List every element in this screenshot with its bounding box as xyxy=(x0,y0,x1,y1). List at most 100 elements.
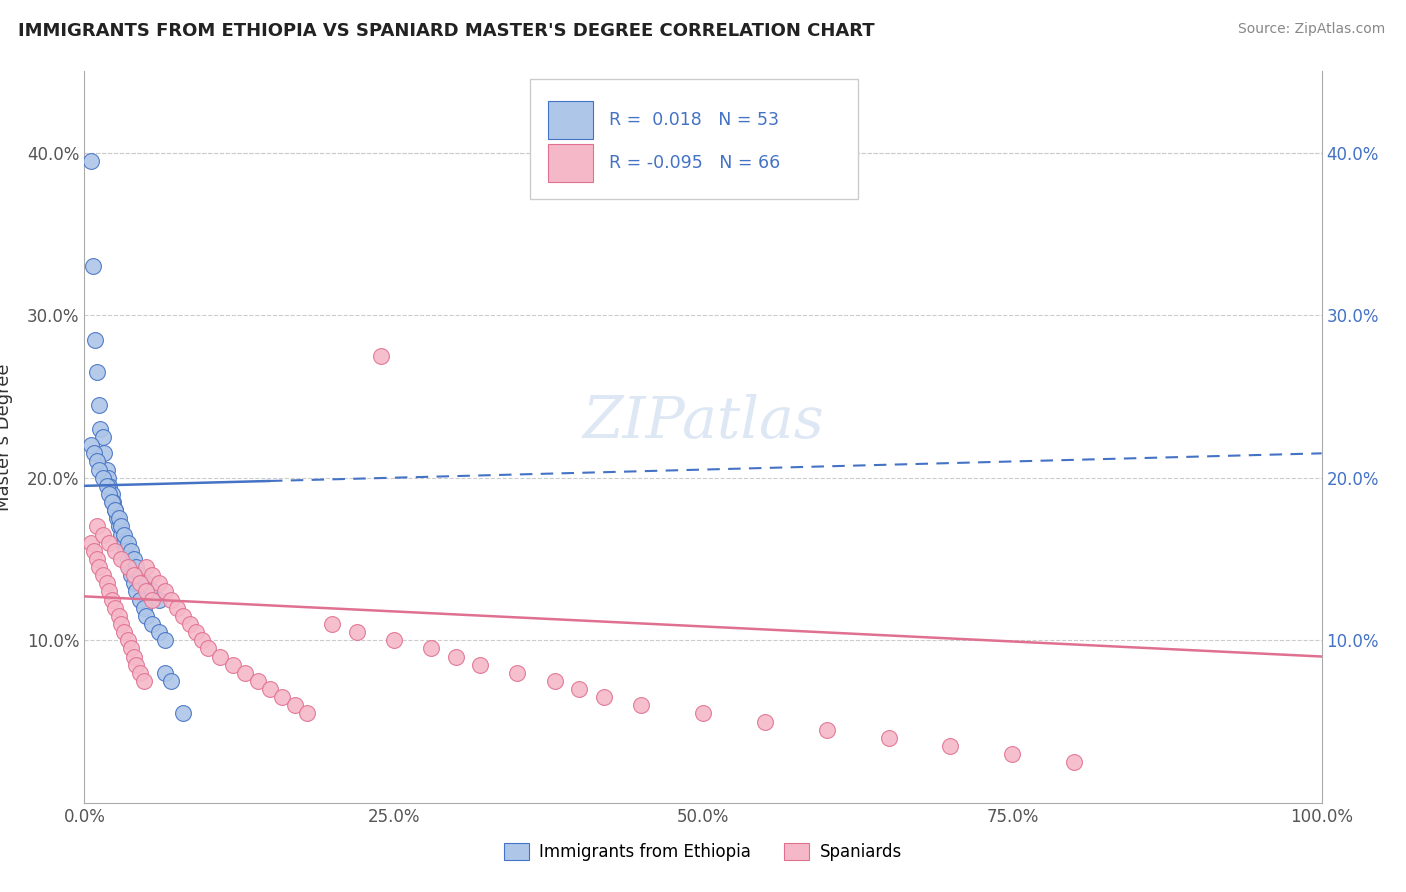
Point xyxy=(129,592,152,607)
Point xyxy=(129,568,152,582)
Point xyxy=(110,617,132,632)
Point xyxy=(593,690,616,705)
Point xyxy=(91,568,114,582)
Point xyxy=(370,349,392,363)
Point xyxy=(382,633,405,648)
Point xyxy=(125,657,148,672)
Point xyxy=(108,519,131,533)
FancyBboxPatch shape xyxy=(530,78,858,200)
Point xyxy=(89,560,111,574)
Point xyxy=(117,552,139,566)
Point xyxy=(259,681,281,696)
Point xyxy=(135,584,157,599)
Point xyxy=(166,600,188,615)
Point xyxy=(321,617,343,632)
Point xyxy=(233,665,256,680)
Point xyxy=(93,446,115,460)
Point xyxy=(98,535,121,549)
Point xyxy=(84,333,107,347)
Point xyxy=(79,438,101,452)
Point xyxy=(132,600,155,615)
Point xyxy=(172,608,194,623)
Point xyxy=(96,479,118,493)
Point xyxy=(83,446,105,460)
Point xyxy=(86,454,108,468)
Point xyxy=(117,560,139,574)
Point xyxy=(104,503,127,517)
Point xyxy=(108,608,131,623)
Point xyxy=(108,511,131,525)
Point xyxy=(122,576,145,591)
Point xyxy=(141,592,163,607)
Point xyxy=(100,592,122,607)
Point xyxy=(89,462,111,476)
Point xyxy=(246,673,269,688)
Point xyxy=(184,625,207,640)
Point xyxy=(754,714,776,729)
Point xyxy=(153,633,176,648)
Point xyxy=(815,723,838,737)
Point xyxy=(104,544,127,558)
Point xyxy=(82,260,104,274)
Point xyxy=(125,584,148,599)
FancyBboxPatch shape xyxy=(548,102,593,139)
Point xyxy=(346,625,368,640)
Point xyxy=(117,633,139,648)
Point xyxy=(89,422,111,436)
Point xyxy=(630,698,652,713)
Point xyxy=(939,739,962,753)
Point xyxy=(148,592,170,607)
Text: ZIPatlas: ZIPatlas xyxy=(582,394,824,450)
Point xyxy=(91,471,114,485)
Point xyxy=(568,681,591,696)
Point xyxy=(79,153,101,168)
Point xyxy=(148,625,170,640)
Point xyxy=(160,592,183,607)
Legend: Immigrants from Ethiopia, Spaniards: Immigrants from Ethiopia, Spaniards xyxy=(498,836,908,868)
Point xyxy=(271,690,294,705)
Text: IMMIGRANTS FROM ETHIOPIA VS SPANIARD MASTER'S DEGREE CORRELATION CHART: IMMIGRANTS FROM ETHIOPIA VS SPANIARD MAS… xyxy=(18,22,875,40)
Point xyxy=(118,560,141,574)
Point xyxy=(284,698,307,713)
Point xyxy=(1063,755,1085,769)
Point xyxy=(100,487,122,501)
Point xyxy=(160,673,183,688)
Point xyxy=(110,527,132,541)
Point xyxy=(172,706,194,721)
Y-axis label: Master's Degree: Master's Degree xyxy=(0,363,13,511)
Point xyxy=(122,568,145,582)
Point xyxy=(86,552,108,566)
Point xyxy=(129,665,152,680)
Point xyxy=(877,731,900,745)
Point xyxy=(141,568,163,582)
Point xyxy=(112,625,135,640)
Point xyxy=(98,487,121,501)
Point xyxy=(96,462,118,476)
Point xyxy=(120,568,142,582)
Point xyxy=(295,706,318,721)
Point xyxy=(122,552,145,566)
Point xyxy=(120,641,142,656)
Point xyxy=(98,584,121,599)
Point xyxy=(141,617,163,632)
Point xyxy=(153,584,176,599)
Point xyxy=(153,665,176,680)
Point xyxy=(112,527,135,541)
Point xyxy=(97,471,120,485)
Point xyxy=(135,576,157,591)
Point xyxy=(98,479,121,493)
Point xyxy=(91,430,114,444)
Point xyxy=(89,398,111,412)
Point xyxy=(506,665,529,680)
Point xyxy=(179,617,201,632)
Point xyxy=(197,641,219,656)
Point xyxy=(83,544,105,558)
Point xyxy=(110,552,132,566)
Point xyxy=(209,649,232,664)
Point xyxy=(148,576,170,591)
Point xyxy=(101,495,124,509)
Point xyxy=(100,495,122,509)
Point xyxy=(122,649,145,664)
Point xyxy=(222,657,245,672)
Point xyxy=(104,503,127,517)
